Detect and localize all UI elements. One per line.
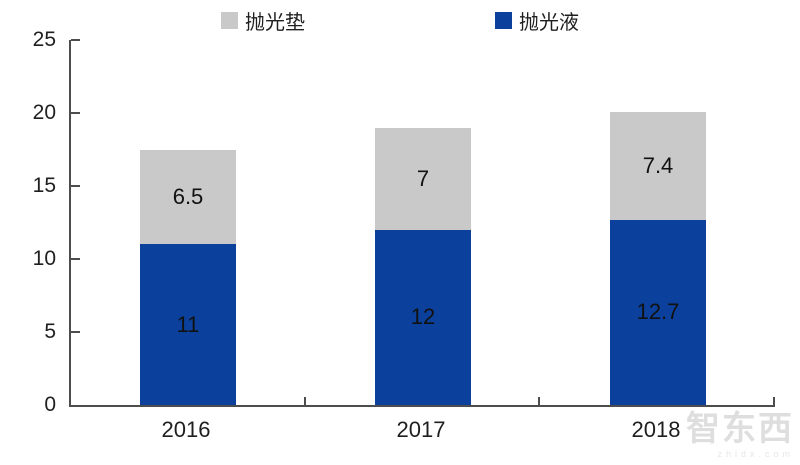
y-axis-tick-label: 10 <box>32 247 56 270</box>
chart-legend: 抛光垫 抛光液 <box>0 6 800 35</box>
bar-value-label: 12 <box>410 304 436 330</box>
bar-value-label: 12.7 <box>636 299 680 325</box>
y-axis-tick-mark <box>71 112 80 114</box>
bar-segment[interactable]: 12 <box>375 229 471 405</box>
y-axis-tick-label: 5 <box>44 320 56 343</box>
bar-segment[interactable]: 7.4 <box>610 111 706 220</box>
y-axis-tick-label: 15 <box>32 174 56 197</box>
bar-value-label: 6.5 <box>172 183 204 209</box>
legend-swatch-icon <box>495 12 512 29</box>
x-axis-tick-mark <box>304 397 306 405</box>
y-axis-tick-label: 0 <box>44 393 56 416</box>
y-axis-tick-label: 25 <box>32 28 56 51</box>
legend-item-1[interactable]: 抛光液 <box>495 6 579 35</box>
watermark-domain: zhidx.com <box>717 449 794 459</box>
x-axis-tick-mark <box>538 397 540 405</box>
bar-segment[interactable]: 6.5 <box>140 149 236 245</box>
legend-label: 抛光液 <box>519 12 579 34</box>
legend-item-0[interactable]: 抛光垫 <box>221 6 305 35</box>
bar-stack-2018: 7.4 12.7 <box>610 40 706 405</box>
y-axis-tick-mark <box>71 39 80 41</box>
x-axis-category-label: 2016 <box>161 417 211 442</box>
x-axis-category-label: 2017 <box>396 417 446 442</box>
y-axis-tick-label: 20 <box>32 101 56 124</box>
bar-value-label: 7 <box>416 165 430 191</box>
bar-segment[interactable]: 12.7 <box>610 219 706 405</box>
bar-value-label: 11 <box>176 311 200 337</box>
x-axis-category-label: 2018 <box>631 417 681 442</box>
y-axis-tick-mark <box>71 185 80 187</box>
bar-stack-2017: 7 12 <box>375 40 471 405</box>
plot-area: 6.5 11 7 12 7.4 12.7 <box>69 39 775 407</box>
bar-value-label: 7.4 <box>642 152 674 178</box>
x-axis-tick-mark <box>773 397 775 405</box>
bar-segment[interactable]: 11 <box>140 244 236 405</box>
bar-stack-2016: 6.5 11 <box>140 40 236 405</box>
legend-label: 抛光垫 <box>245 12 305 34</box>
bar-segment[interactable]: 7 <box>375 127 471 230</box>
y-axis-tick-mark <box>71 331 80 333</box>
y-axis-tick-mark <box>71 258 80 260</box>
legend-swatch-icon <box>221 12 238 29</box>
